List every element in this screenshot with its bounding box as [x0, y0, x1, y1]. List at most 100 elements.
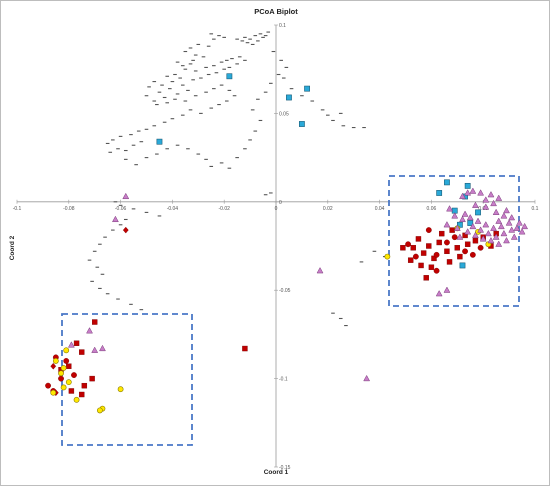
red-square-point	[242, 345, 248, 352]
pink-triangle-point	[484, 229, 492, 237]
pink-triangle-point	[492, 233, 500, 240]
pink-triangle-point	[469, 187, 477, 194]
yellow-circle-point	[96, 407, 103, 414]
pink-triangle-point	[456, 233, 464, 240]
red-square-point	[407, 257, 414, 263]
yellow-circle-point	[50, 389, 57, 396]
red-square-point	[68, 388, 75, 394]
cyan-square-point	[226, 73, 233, 80]
y-tick-label: 0.1	[279, 23, 286, 29]
cyan-square-point	[459, 262, 466, 269]
pink-triangle-point	[508, 226, 516, 233]
red-square-point	[426, 243, 432, 249]
cyan-square-point	[464, 182, 471, 189]
x-tick-label: 0	[275, 206, 278, 212]
pink-triangle-point	[459, 215, 466, 223]
red-circle-point	[444, 239, 450, 246]
cyan-square-point	[444, 179, 450, 186]
highlight-box	[61, 313, 193, 446]
red-square-point	[472, 237, 479, 244]
x-tick-label: 0.04	[375, 206, 385, 212]
pink-triangle-point	[477, 226, 485, 233]
pink-triangle-point	[503, 206, 510, 214]
red-square-point	[66, 363, 72, 369]
red-circle-point	[477, 244, 484, 251]
cyan-square-point	[298, 121, 305, 127]
red-square-point	[423, 275, 429, 281]
x-tick-label: 0.02	[323, 206, 333, 212]
pink-triangle-point	[477, 189, 485, 196]
yellow-circle-point	[60, 384, 67, 391]
pink-triangle-point	[482, 196, 490, 203]
pink-triangle-point	[435, 290, 443, 297]
red-circle-point	[462, 248, 468, 255]
red-square-point	[73, 340, 80, 346]
highlight-boxes	[61, 175, 520, 446]
yellow-circle-point	[52, 358, 59, 364]
cyan-square-point	[304, 85, 310, 92]
red-diamond-point	[122, 226, 129, 234]
pink-triangle-point	[461, 210, 469, 217]
y-tick-label: 0	[279, 200, 282, 206]
pink-triangle-point	[472, 231, 479, 238]
red-circle-point	[63, 358, 70, 364]
pink-triangle-point	[464, 228, 472, 235]
pink-triangle-point	[482, 221, 490, 228]
pink-triangle-point	[99, 344, 106, 352]
pink-triangle-point	[518, 228, 526, 235]
axes: -0.1 -0.08 -0.06 -0.04 -0.02 0 0.02 0.04 0.06 0.0…	[13, 23, 539, 471]
yellow-circle-point	[65, 379, 72, 386]
pink-triangle-point	[490, 224, 497, 231]
pink-triangle-point	[495, 240, 503, 247]
red-circle-point	[405, 241, 411, 248]
red-square-point	[454, 245, 460, 251]
pink-triangle-point	[495, 217, 503, 224]
red-circle-point	[45, 382, 51, 389]
pink-triangle-point	[466, 213, 474, 221]
red-square-point	[457, 253, 463, 260]
y-tick-label: -0.1	[279, 377, 288, 383]
pink-triangle-point	[510, 233, 518, 240]
pink-triangle-point	[86, 327, 93, 334]
red-circle-point	[58, 375, 64, 382]
red-circle-point	[425, 227, 432, 233]
chart-title: PCoA Biplot	[254, 7, 298, 16]
x-tick-label: 0.1	[532, 206, 539, 212]
pink-triangle-point	[464, 189, 472, 196]
red-circle-point	[412, 253, 419, 260]
pink-triangle-point	[492, 208, 500, 215]
x-tick-label: -0.1	[13, 206, 22, 212]
pink-triangle-point	[474, 217, 482, 224]
cyan-square-point	[156, 138, 163, 145]
cyan-square-point	[286, 94, 292, 101]
y-tick-label: -0.15	[279, 465, 291, 471]
red-square-point	[446, 259, 453, 265]
pink-triangle-point	[500, 212, 508, 219]
x-tick-label: -0.04	[167, 206, 179, 212]
pink-triangle-point	[500, 229, 508, 237]
pink-triangle-point	[316, 267, 324, 274]
red-square-point	[415, 236, 422, 242]
yellow-circle-point	[117, 386, 124, 393]
pink-triangle-point	[487, 236, 495, 244]
red-square-point	[91, 319, 98, 325]
x-tick-label: -0.06	[115, 206, 127, 212]
pink-triangle-point	[469, 222, 477, 230]
red-square-point	[410, 245, 416, 251]
pink-triangle-point	[443, 221, 451, 228]
pink-triangle-point	[513, 224, 521, 231]
red-square-point	[418, 262, 424, 269]
pink-triangle-point	[479, 235, 487, 242]
yellow-circle-point	[58, 370, 64, 377]
red-square-point	[89, 375, 95, 382]
pink-triangle-point	[472, 201, 479, 208]
highlight-box	[388, 175, 520, 307]
red-circle-point	[469, 251, 476, 258]
red-circle-point	[71, 372, 77, 378]
pink-triangle-point	[505, 219, 513, 226]
x-tick-label: 0.06	[427, 206, 437, 212]
pink-triangle-point	[495, 194, 503, 201]
cyan-square-point	[436, 190, 443, 196]
